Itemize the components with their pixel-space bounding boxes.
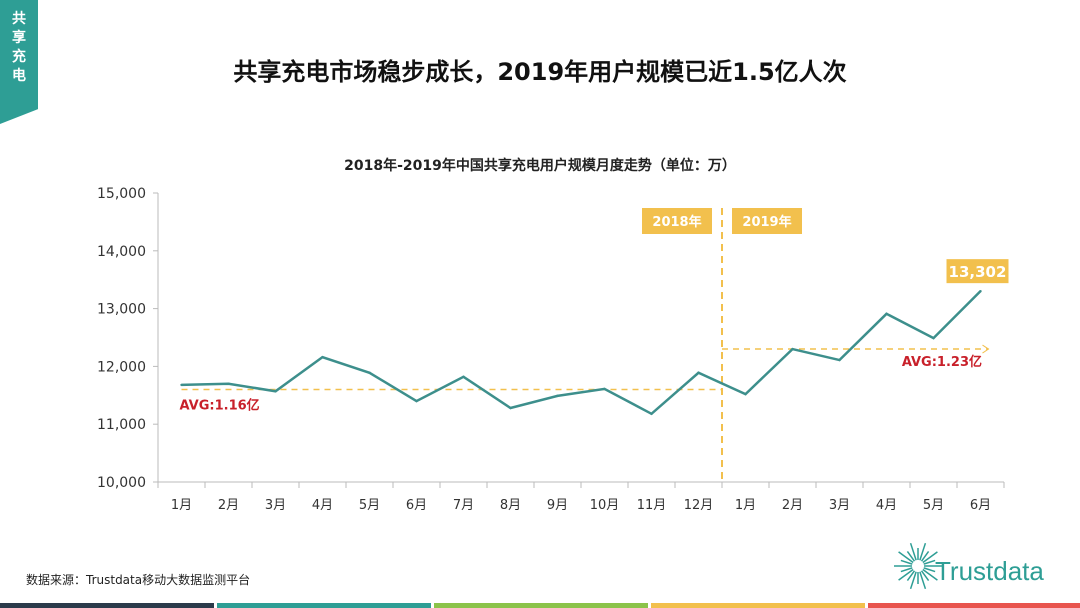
logo-ray — [906, 550, 916, 562]
data-point — [838, 358, 841, 362]
trustdata-logo-icon — [894, 542, 942, 590]
logo-ray — [898, 568, 914, 581]
x-tick-label: 6月 — [970, 498, 991, 513]
footer-bar-3 — [434, 603, 648, 608]
footer-bar-4 — [651, 603, 865, 608]
logo-ray — [906, 570, 916, 582]
data-point — [791, 347, 794, 351]
data-point — [556, 394, 559, 398]
data-point — [415, 399, 418, 403]
period-label: 2018年 — [652, 214, 701, 230]
x-tick-label: 4月 — [876, 498, 897, 513]
x-tick-label: 8月 — [500, 498, 521, 513]
period-label: 2019年 — [742, 214, 791, 230]
logo-ray — [900, 567, 913, 573]
logo-ray — [919, 571, 927, 590]
data-point — [697, 371, 700, 374]
section-tag-text: 共享充电 — [12, 11, 26, 84]
chart-title: 2018年-2019年中国共享充电用户规模月度走势（单位：万） — [344, 158, 736, 174]
avg-arrow — [982, 344, 990, 354]
x-tick-label: 12月 — [684, 498, 714, 513]
logo-ray — [919, 542, 927, 561]
data-point — [979, 289, 982, 293]
data-point — [180, 383, 183, 387]
x-tick-label: 7月 — [453, 498, 474, 513]
last-value-label: 13,302 — [949, 263, 1007, 281]
x-tick-label: 2月 — [218, 498, 239, 513]
footer-bar-1 — [0, 603, 214, 608]
logo-ray — [920, 570, 930, 582]
y-tick-label: 15,000 — [97, 186, 146, 202]
data-point — [321, 355, 324, 359]
series-line — [181, 290, 982, 416]
y-tick-label: 11,000 — [97, 417, 146, 433]
x-tick-label: 3月 — [829, 498, 850, 513]
section-tag: 共享充电 — [0, 0, 38, 124]
data-point — [227, 382, 230, 385]
x-tick-label: 4月 — [312, 498, 333, 513]
y-tick-label: 10,000 — [97, 475, 146, 491]
x-tick-label: 9月 — [547, 498, 568, 513]
data-point — [462, 375, 465, 379]
logo-ray — [922, 551, 938, 564]
logo-ray — [909, 542, 917, 561]
page-title: 共享充电市场稳步成长，2019年用户规模已近1.5亿人次 — [233, 58, 847, 86]
x-tick-label: 1月 — [171, 498, 192, 513]
x-tick-label: 3月 — [265, 498, 286, 513]
data-point — [932, 336, 935, 340]
period-label-box — [732, 208, 802, 234]
logo-text: Trustdata — [935, 556, 1044, 586]
logo-ray — [922, 568, 938, 581]
avg-label: AVG:1.16亿 — [180, 398, 260, 414]
logo-ray — [920, 550, 930, 562]
period-label-box — [642, 208, 712, 234]
avg-label: AVG:1.23亿 — [902, 354, 982, 370]
data-point — [509, 406, 512, 410]
logo-ray — [923, 567, 936, 573]
x-tick-label: 2月 — [782, 498, 803, 513]
x-tick-label: 5月 — [359, 498, 380, 513]
x-tick-label: 5月 — [923, 498, 944, 513]
logo-ray — [909, 571, 917, 590]
data-source: 数据来源：Trustdata移动大数据监测平台 — [26, 573, 251, 587]
y-tick-label: 14,000 — [97, 244, 146, 260]
logo-ray — [900, 559, 913, 565]
data-point — [603, 387, 606, 391]
data-point — [274, 390, 277, 393]
data-point — [744, 392, 747, 396]
x-tick-label: 11月 — [637, 498, 667, 513]
last-value-box — [946, 259, 1009, 284]
y-tick-label: 13,000 — [97, 302, 146, 318]
data-point — [368, 371, 371, 374]
x-tick-label: 1月 — [735, 498, 756, 513]
logo-ray — [923, 559, 936, 565]
footer-bar-5 — [868, 603, 1080, 608]
y-tick-label: 12,000 — [97, 359, 146, 375]
x-tick-label: 10月 — [590, 498, 620, 513]
data-point — [650, 412, 653, 415]
x-tick-label: 6月 — [406, 498, 427, 513]
data-point — [885, 312, 888, 316]
footer-bar-2 — [217, 603, 431, 608]
logo-ray — [898, 551, 914, 564]
